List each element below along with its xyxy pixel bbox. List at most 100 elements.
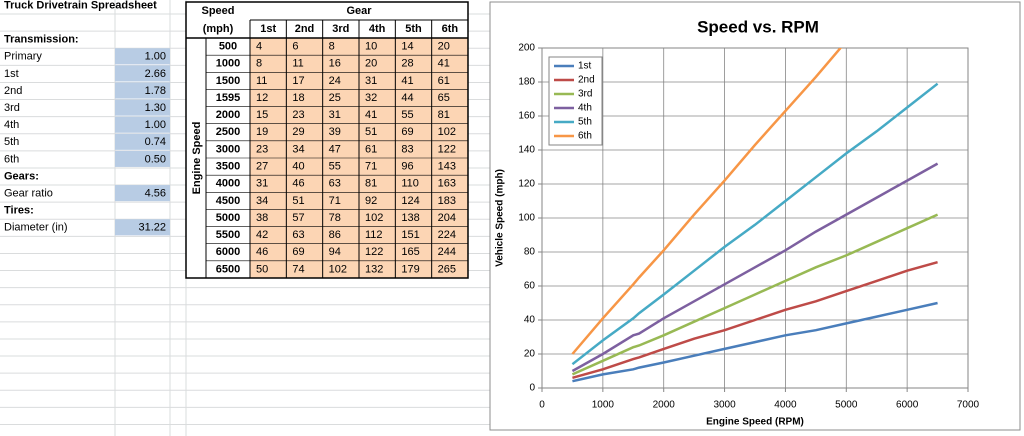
param-value: 31.22 — [138, 222, 166, 234]
y-tick-label: 0 — [529, 383, 535, 394]
speed-cell: 83 — [401, 143, 413, 155]
param-label: Diameter (in) — [4, 222, 68, 234]
speed-cell: 46 — [292, 178, 304, 190]
series-line — [571, 82, 939, 366]
speed-cell: 41 — [401, 75, 413, 87]
parameters: Truck Drivetrain Spreadsheet Transmission… — [4, 0, 170, 236]
speed-table: Speed (mph) Gear Engine Speed 1st 2nd 3rd 4th 5t… — [185, 1, 469, 279]
y-tick-label: 160 — [518, 111, 535, 122]
rpm-cell: 1000 — [216, 58, 240, 70]
y-tick-label: 60 — [524, 281, 536, 292]
speed-cell: 71 — [329, 195, 341, 207]
speed-cell: 15 — [256, 109, 268, 121]
speed-cell: 41 — [365, 109, 377, 121]
speed-cell: 8 — [329, 40, 335, 52]
series-line — [572, 301, 938, 383]
column-header: 1st — [260, 23, 276, 35]
speed-cell: 69 — [401, 126, 413, 138]
speed-cell: 132 — [365, 263, 383, 275]
speed-cell: 63 — [292, 229, 304, 241]
value-cell — [115, 185, 170, 202]
param-value: 4.56 — [145, 188, 166, 200]
value-cell — [115, 82, 170, 99]
speed-cell: 69 — [292, 246, 304, 258]
series-line — [571, 162, 939, 373]
param-label: 4th — [4, 119, 19, 131]
speed-cell: 6 — [292, 40, 298, 52]
param-value: 1.00 — [145, 51, 166, 63]
speed-cell: 138 — [401, 212, 419, 224]
rpm-cell: 1595 — [216, 92, 240, 104]
y-tick-label: 140 — [518, 145, 535, 156]
speed-cell: 11 — [292, 58, 303, 70]
y-tick-label: 200 — [518, 43, 535, 54]
section-heading: Gears: — [4, 170, 39, 182]
speed-cell: 17 — [292, 75, 304, 87]
rpm-cell: 4000 — [216, 178, 240, 190]
speed-cell: 61 — [365, 143, 377, 155]
speed-cell: 179 — [401, 263, 419, 275]
speed-cell: 38 — [256, 212, 268, 224]
side-label: Engine Speed — [191, 122, 203, 195]
speed-cell: 265 — [438, 263, 456, 275]
speed-cell: 124 — [401, 195, 419, 207]
plot-frame — [541, 47, 969, 389]
speed-cell: 41 — [438, 58, 450, 70]
speed-cell: 92 — [365, 195, 377, 207]
param-value: 1.30 — [145, 102, 166, 114]
speed-cell: 40 — [292, 160, 304, 172]
series-line — [571, 48, 843, 355]
param-label: Gear ratio — [4, 188, 53, 200]
speed-cell: 31 — [329, 109, 341, 121]
speed-cell: 96 — [401, 160, 413, 172]
param-label: 3rd — [4, 102, 20, 114]
sheet-title: Truck Drivetrain Spreadsheet — [4, 0, 157, 11]
chart: Speed vs. RPM Engine Speed (RPM) Vehicle… — [489, 1, 1021, 431]
value-cell — [115, 48, 170, 65]
value-cell — [115, 133, 170, 150]
table-frame — [185, 1, 469, 279]
speed-cell: 55 — [329, 160, 341, 172]
y-tick-label: 120 — [518, 179, 535, 190]
speed-cell: 32 — [365, 92, 377, 104]
legend-label: 4th — [578, 103, 592, 114]
speed-cell: 11 — [256, 75, 267, 87]
x-tick-label: 1000 — [592, 400, 615, 411]
speed-cell: 122 — [365, 246, 383, 258]
speed-cell: 12 — [256, 92, 268, 104]
group-label: Gear — [346, 5, 372, 17]
column-header: 3rd — [332, 23, 349, 35]
legend-label: 1st — [578, 61, 592, 72]
x-tick-label: 6000 — [896, 400, 919, 411]
speed-cell: 8 — [256, 58, 262, 70]
speed-cell: 39 — [329, 126, 341, 138]
y-tick-label: 80 — [524, 247, 536, 258]
column-header: 6th — [442, 23, 459, 35]
speed-cell: 25 — [329, 92, 341, 104]
column-header: 2nd — [295, 23, 315, 35]
speed-cell: 61 — [438, 75, 450, 87]
speed-cell: 65 — [438, 92, 450, 104]
param-label: 2nd — [4, 85, 22, 97]
speed-cell: 102 — [438, 126, 456, 138]
corner-label: Speed — [201, 5, 234, 17]
speed-cell: 50 — [256, 263, 268, 275]
x-tick-label: 5000 — [835, 400, 858, 411]
speed-cell: 42 — [256, 229, 268, 241]
speed-cell: 86 — [329, 229, 341, 241]
speed-cell: 29 — [292, 126, 304, 138]
speed-cell: 19 — [256, 126, 268, 138]
speed-cell: 24 — [329, 75, 341, 87]
speed-cell: 51 — [365, 126, 377, 138]
rpm-cell: 2000 — [216, 109, 240, 121]
param-value: 1.78 — [145, 85, 166, 97]
legend-label: 5th — [578, 117, 592, 128]
legend-label: 2nd — [578, 75, 595, 86]
rpm-cell: 6000 — [216, 246, 240, 258]
rpm-cell: 4500 — [216, 195, 240, 207]
speed-cell: 46 — [256, 246, 268, 258]
param-label: Primary — [4, 51, 42, 63]
rpm-cell: 3500 — [216, 160, 240, 172]
param-label: 6th — [4, 153, 19, 165]
